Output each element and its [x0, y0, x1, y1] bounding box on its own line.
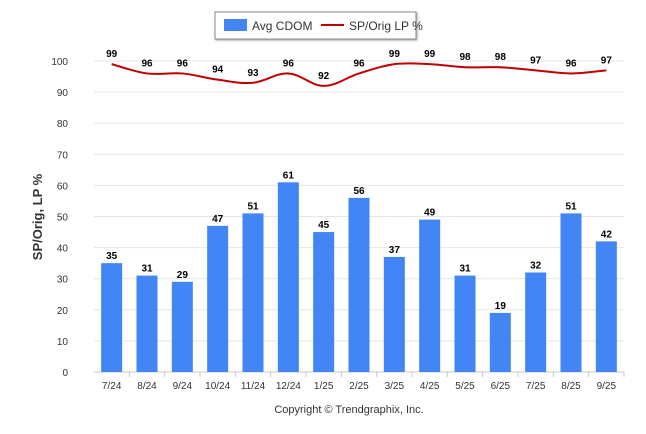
- bar-9/25: [595, 241, 617, 372]
- line-data-label: 99: [424, 49, 436, 60]
- x-tick-label: 8/25: [561, 381, 581, 392]
- bar-3/25: [383, 256, 405, 372]
- y-tick-label: 0: [62, 368, 68, 379]
- line-data-label: 96: [283, 58, 295, 69]
- y-tick-label: 10: [57, 337, 69, 348]
- bar-data-label: 51: [247, 201, 259, 212]
- bar-7/24: [101, 263, 123, 372]
- line-data-label: 97: [601, 55, 613, 66]
- x-tick-label: 12/24: [276, 381, 301, 392]
- y-tick-label: 90: [57, 88, 69, 99]
- line-data-label: 99: [106, 49, 118, 60]
- x-tick-label: 5/25: [455, 381, 475, 392]
- bar-data-label: 32: [530, 260, 542, 271]
- x-tick-label: 7/25: [526, 381, 546, 392]
- bar-data-label: 47: [212, 214, 224, 225]
- bar-9/24: [171, 281, 193, 372]
- line-data-label: 93: [247, 68, 259, 79]
- x-tick-label: 7/24: [102, 381, 122, 392]
- bar-data-label: 49: [424, 208, 436, 219]
- line-data-label: 96: [565, 58, 577, 69]
- x-tick-label: 6/25: [491, 381, 511, 392]
- bar-data-label: 37: [389, 245, 401, 256]
- y-tick-label: 30: [57, 275, 69, 286]
- y-axis-title: SP/Orig, LP %: [30, 173, 45, 260]
- line-data-label: 92: [318, 71, 330, 82]
- bar-data-label: 51: [565, 201, 577, 212]
- bar-data-label: 61: [283, 170, 295, 181]
- x-tick-label: 9/24: [173, 381, 193, 392]
- bar-11/24: [242, 213, 264, 372]
- x-axis-ticks: 7/24 8/24 9/24 10/24 11/24 12/24 1/25 2/25 3/25 4…: [102, 372, 625, 392]
- line-data-label: 96: [353, 58, 365, 69]
- bar-data-label: 31: [459, 264, 471, 275]
- line-data-label: 99: [389, 49, 401, 60]
- legend-label-sp-orig-lp: SP/Orig LP %: [349, 19, 423, 33]
- x-tick-label: 2/25: [349, 381, 369, 392]
- x-tick-label: 3/25: [385, 381, 405, 392]
- y-axis-ticks: 0 10 20 30 40 50 60 70 80 90 100: [51, 57, 68, 379]
- bar-data-label: 29: [177, 270, 189, 281]
- line-data-label: 96: [141, 58, 153, 69]
- y-tick-label: 20: [57, 306, 69, 317]
- legend-label-avg-cdom: Avg CDOM: [252, 19, 312, 33]
- line-data-label: 96: [177, 58, 189, 69]
- legend-swatch-avg-cdom: [224, 19, 247, 31]
- bar-10/24: [207, 225, 229, 372]
- bar-8/24: [136, 275, 158, 372]
- bar-data-label: 31: [141, 264, 153, 275]
- line-path-sp-orig-lp: [111, 62, 607, 87]
- x-tick-label: 4/25: [420, 381, 440, 392]
- bar-data-label: 45: [318, 220, 330, 231]
- y-tick-label: 100: [51, 57, 68, 68]
- bar-data-label: 19: [495, 301, 507, 312]
- bar-data-label: 42: [601, 229, 613, 240]
- bar-series: 35 31 29 47 51 61 45 56 37 49 31 19 32 51 42: [101, 170, 617, 372]
- x-tick-label: 10/24: [205, 381, 230, 392]
- line-data-label: 98: [459, 52, 471, 63]
- bar-5/25: [454, 275, 476, 372]
- x-tick-label: 8/24: [137, 381, 157, 392]
- copyright-footer: Copyright © Trendgraphix, Inc.: [274, 404, 423, 416]
- legend: Avg CDOM SP/Orig LP %: [214, 11, 423, 40]
- bar-4/25: [419, 219, 441, 372]
- bar-6/25: [489, 312, 511, 372]
- bar-7/25: [525, 272, 547, 372]
- y-tick-label: 50: [57, 213, 69, 224]
- x-tick-label: 11/24: [241, 381, 266, 392]
- bar-data-label: 35: [106, 251, 118, 262]
- y-tick-label: 60: [57, 181, 69, 192]
- bar-1/25: [313, 232, 335, 372]
- y-tick-label: 80: [57, 119, 69, 130]
- bar-8/25: [560, 213, 582, 372]
- bar-data-label: 56: [353, 186, 365, 197]
- bar-12/24: [277, 182, 299, 372]
- y-tick-label: 40: [57, 244, 69, 255]
- line-series: 99 96 96 94 93 96 92 96 99 99 98 98 97 96 97: [106, 49, 613, 87]
- bar-2/25: [348, 197, 370, 372]
- y-tick-label: 70: [57, 150, 69, 161]
- x-tick-label: 1/25: [314, 381, 334, 392]
- x-tick-label: 9/25: [597, 381, 617, 392]
- line-data-label: 94: [212, 65, 224, 76]
- line-data-label: 98: [495, 52, 507, 63]
- line-data-label: 97: [530, 55, 542, 66]
